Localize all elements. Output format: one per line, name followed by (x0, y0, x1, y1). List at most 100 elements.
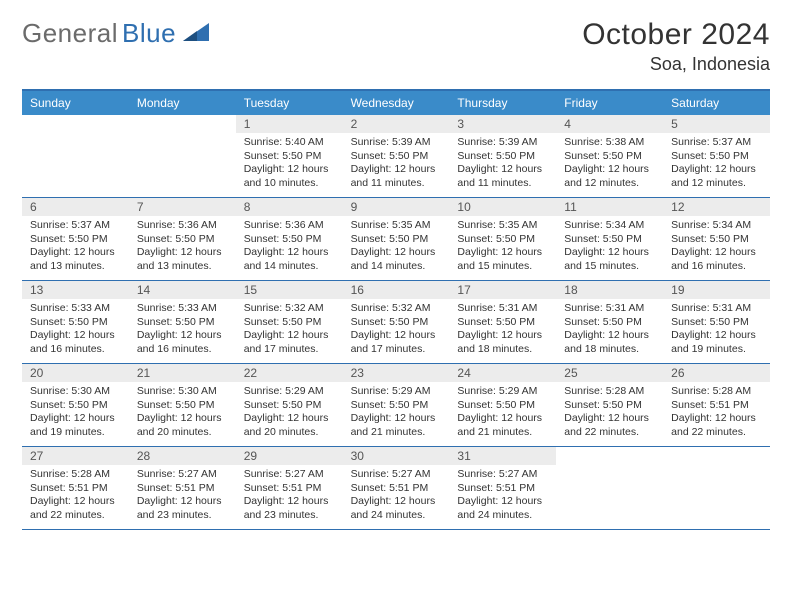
day-number: 27 (22, 447, 129, 465)
daylight-line-2: and 21 minutes. (457, 426, 548, 440)
sunrise-line: Sunrise: 5:31 AM (671, 302, 762, 316)
sunrise-line: Sunrise: 5:28 AM (564, 385, 655, 399)
sunrise-line: Sunrise: 5:35 AM (457, 219, 548, 233)
daylight-line-1: Daylight: 12 hours (30, 412, 121, 426)
day-cell (556, 447, 663, 529)
weeks-container: 1Sunrise: 5:40 AMSunset: 5:50 PMDaylight… (22, 115, 770, 530)
day-cell: 1Sunrise: 5:40 AMSunset: 5:50 PMDaylight… (236, 115, 343, 197)
daylight-line-1: Daylight: 12 hours (244, 495, 335, 509)
day-details: Sunrise: 5:31 AMSunset: 5:50 PMDaylight:… (663, 299, 770, 363)
day-cell: 2Sunrise: 5:39 AMSunset: 5:50 PMDaylight… (343, 115, 450, 197)
day-number: 14 (129, 281, 236, 299)
daylight-line-1: Daylight: 12 hours (137, 329, 228, 343)
day-cell: 10Sunrise: 5:35 AMSunset: 5:50 PMDayligh… (449, 198, 556, 280)
day-number: 12 (663, 198, 770, 216)
dow-cell: Sunday (22, 91, 129, 115)
day-details: Sunrise: 5:27 AMSunset: 5:51 PMDaylight:… (129, 465, 236, 529)
daylight-line-1: Daylight: 12 hours (457, 329, 548, 343)
day-details: Sunrise: 5:37 AMSunset: 5:50 PMDaylight:… (22, 216, 129, 280)
daylight-line-1: Daylight: 12 hours (351, 329, 442, 343)
sunrise-line: Sunrise: 5:36 AM (244, 219, 335, 233)
day-cell: 8Sunrise: 5:36 AMSunset: 5:50 PMDaylight… (236, 198, 343, 280)
daylight-line-1: Daylight: 12 hours (671, 163, 762, 177)
daylight-line-1: Daylight: 12 hours (671, 412, 762, 426)
day-number: 11 (556, 198, 663, 216)
day-details: Sunrise: 5:29 AMSunset: 5:50 PMDaylight:… (236, 382, 343, 446)
day-cell: 11Sunrise: 5:34 AMSunset: 5:50 PMDayligh… (556, 198, 663, 280)
day-number: 28 (129, 447, 236, 465)
daylight-line-1: Daylight: 12 hours (457, 163, 548, 177)
day-number: 1 (236, 115, 343, 133)
day-details: Sunrise: 5:31 AMSunset: 5:50 PMDaylight:… (449, 299, 556, 363)
daylight-line-2: and 13 minutes. (30, 260, 121, 274)
daylight-line-2: and 12 minutes. (671, 177, 762, 191)
daylight-line-1: Daylight: 12 hours (137, 246, 228, 260)
logo: GeneralBlue (22, 18, 209, 49)
sunset-line: Sunset: 5:50 PM (351, 150, 442, 164)
day-cell: 31Sunrise: 5:27 AMSunset: 5:51 PMDayligh… (449, 447, 556, 529)
sunset-line: Sunset: 5:51 PM (457, 482, 548, 496)
day-number: 16 (343, 281, 450, 299)
month-title: October 2024 (582, 18, 770, 52)
day-number: 24 (449, 364, 556, 382)
sunrise-line: Sunrise: 5:33 AM (137, 302, 228, 316)
week-row: 27Sunrise: 5:28 AMSunset: 5:51 PMDayligh… (22, 447, 770, 530)
day-cell: 20Sunrise: 5:30 AMSunset: 5:50 PMDayligh… (22, 364, 129, 446)
day-number: 10 (449, 198, 556, 216)
sunset-line: Sunset: 5:50 PM (244, 399, 335, 413)
daylight-line-1: Daylight: 12 hours (30, 246, 121, 260)
day-details: Sunrise: 5:27 AMSunset: 5:51 PMDaylight:… (449, 465, 556, 529)
daylight-line-1: Daylight: 12 hours (137, 495, 228, 509)
day-details: Sunrise: 5:39 AMSunset: 5:50 PMDaylight:… (449, 133, 556, 197)
day-details: Sunrise: 5:40 AMSunset: 5:50 PMDaylight:… (236, 133, 343, 197)
sunset-line: Sunset: 5:50 PM (137, 233, 228, 247)
day-cell: 18Sunrise: 5:31 AMSunset: 5:50 PMDayligh… (556, 281, 663, 363)
day-details: Sunrise: 5:28 AMSunset: 5:51 PMDaylight:… (663, 382, 770, 446)
day-cell (129, 115, 236, 197)
day-number: 5 (663, 115, 770, 133)
day-cell: 19Sunrise: 5:31 AMSunset: 5:50 PMDayligh… (663, 281, 770, 363)
sunrise-line: Sunrise: 5:39 AM (457, 136, 548, 150)
day-details: Sunrise: 5:32 AMSunset: 5:50 PMDaylight:… (236, 299, 343, 363)
day-number (129, 115, 236, 119)
day-number: 15 (236, 281, 343, 299)
day-details: Sunrise: 5:35 AMSunset: 5:50 PMDaylight:… (449, 216, 556, 280)
sunrise-line: Sunrise: 5:30 AM (30, 385, 121, 399)
day-number: 3 (449, 115, 556, 133)
daylight-line-2: and 16 minutes. (30, 343, 121, 357)
daylight-line-2: and 17 minutes. (351, 343, 442, 357)
daylight-line-1: Daylight: 12 hours (244, 163, 335, 177)
sunset-line: Sunset: 5:50 PM (244, 233, 335, 247)
sunset-line: Sunset: 5:50 PM (671, 316, 762, 330)
day-details: Sunrise: 5:28 AMSunset: 5:51 PMDaylight:… (22, 465, 129, 529)
daylight-line-2: and 22 minutes. (564, 426, 655, 440)
daylight-line-2: and 20 minutes. (137, 426, 228, 440)
day-cell: 9Sunrise: 5:35 AMSunset: 5:50 PMDaylight… (343, 198, 450, 280)
daylight-line-1: Daylight: 12 hours (457, 246, 548, 260)
day-number (663, 447, 770, 451)
day-cell: 14Sunrise: 5:33 AMSunset: 5:50 PMDayligh… (129, 281, 236, 363)
week-row: 1Sunrise: 5:40 AMSunset: 5:50 PMDaylight… (22, 115, 770, 198)
day-details: Sunrise: 5:31 AMSunset: 5:50 PMDaylight:… (556, 299, 663, 363)
week-row: 6Sunrise: 5:37 AMSunset: 5:50 PMDaylight… (22, 198, 770, 281)
day-number: 18 (556, 281, 663, 299)
daylight-line-1: Daylight: 12 hours (244, 329, 335, 343)
day-cell: 27Sunrise: 5:28 AMSunset: 5:51 PMDayligh… (22, 447, 129, 529)
day-details: Sunrise: 5:35 AMSunset: 5:50 PMDaylight:… (343, 216, 450, 280)
day-details: Sunrise: 5:29 AMSunset: 5:50 PMDaylight:… (343, 382, 450, 446)
daylight-line-2: and 22 minutes. (671, 426, 762, 440)
day-number: 30 (343, 447, 450, 465)
day-details: Sunrise: 5:38 AMSunset: 5:50 PMDaylight:… (556, 133, 663, 197)
daylight-line-2: and 18 minutes. (457, 343, 548, 357)
daylight-line-2: and 16 minutes. (137, 343, 228, 357)
week-row: 13Sunrise: 5:33 AMSunset: 5:50 PMDayligh… (22, 281, 770, 364)
sunset-line: Sunset: 5:50 PM (351, 399, 442, 413)
day-cell: 29Sunrise: 5:27 AMSunset: 5:51 PMDayligh… (236, 447, 343, 529)
day-details: Sunrise: 5:34 AMSunset: 5:50 PMDaylight:… (663, 216, 770, 280)
day-number (22, 115, 129, 119)
day-cell (663, 447, 770, 529)
day-number: 23 (343, 364, 450, 382)
sunrise-line: Sunrise: 5:32 AM (244, 302, 335, 316)
day-cell: 17Sunrise: 5:31 AMSunset: 5:50 PMDayligh… (449, 281, 556, 363)
day-cell: 5Sunrise: 5:37 AMSunset: 5:50 PMDaylight… (663, 115, 770, 197)
